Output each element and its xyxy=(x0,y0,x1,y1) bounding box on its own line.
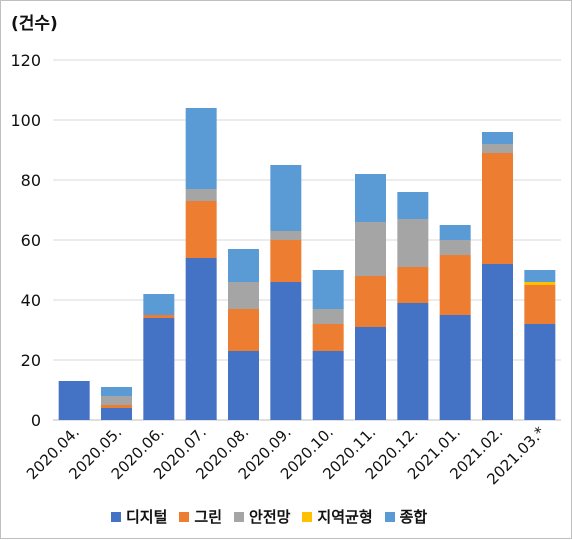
bar-segment xyxy=(228,351,259,420)
bar-segment xyxy=(143,315,175,318)
bar-segment xyxy=(143,294,175,315)
bar-segment xyxy=(524,282,556,285)
bar-segment xyxy=(355,174,386,222)
legend-swatch xyxy=(111,511,121,522)
bar-segment xyxy=(228,282,259,309)
legend-label: 지역균형 xyxy=(317,508,373,526)
bar-segment xyxy=(58,381,90,420)
y-tick-label: 20 xyxy=(21,351,41,370)
bar-segment xyxy=(101,396,132,405)
bar-segment xyxy=(312,270,344,309)
bar-segment xyxy=(185,201,217,258)
bar-segment xyxy=(228,309,259,351)
bar-segment xyxy=(143,318,175,420)
bar-segment xyxy=(101,408,132,420)
bar-segment xyxy=(270,282,302,420)
y-tick-label: 60 xyxy=(21,231,41,250)
bar-segment xyxy=(524,270,556,282)
legend-label: 디지털 xyxy=(126,508,168,526)
bar-segment xyxy=(270,231,302,240)
bar-segment xyxy=(312,324,344,351)
bar-segment xyxy=(482,153,513,264)
bar-segment xyxy=(524,324,556,420)
legend-item: 그린 xyxy=(179,506,222,527)
legend-label: 안전망 xyxy=(249,508,291,526)
bar-segment xyxy=(355,327,386,420)
y-tick-label: 120 xyxy=(10,51,41,70)
legend-item: 디지털 xyxy=(111,506,167,527)
chart-legend: 디지털 그린 안전망 지역균형 종합 xyxy=(111,506,427,527)
bar-segment xyxy=(482,144,513,153)
legend-swatch xyxy=(302,511,313,522)
y-tick-label: 80 xyxy=(21,171,41,190)
legend-item: 안전망 xyxy=(234,506,290,527)
bar-segment xyxy=(439,315,471,420)
y-tick-label: 0 xyxy=(31,411,41,430)
bar-segment xyxy=(228,249,259,282)
legend-swatch xyxy=(384,511,395,522)
bar-segment xyxy=(439,225,471,240)
bar-segment xyxy=(439,255,471,315)
bar-segment xyxy=(397,219,429,267)
bar-segment xyxy=(355,276,386,327)
bar-segment xyxy=(185,258,217,420)
bar-segment xyxy=(397,303,429,420)
legend-label: 종합 xyxy=(399,508,428,526)
bar-segment xyxy=(270,240,302,282)
bar-segment xyxy=(397,267,429,303)
bar-segment xyxy=(312,351,344,420)
bar-segment xyxy=(439,240,471,255)
legend-label: 그린 xyxy=(194,508,223,526)
bar-segment xyxy=(482,132,513,144)
y-tick-label: 100 xyxy=(10,111,41,130)
bar-segment xyxy=(101,405,132,408)
legend-item: 종합 xyxy=(384,506,428,527)
legend-swatch xyxy=(179,511,190,522)
bar-segment xyxy=(355,222,386,276)
bar-segment xyxy=(482,264,513,420)
y-axis-unit-label: (건수) xyxy=(11,14,58,34)
bar-segment xyxy=(101,387,132,396)
bar-segment xyxy=(270,165,302,231)
legend-swatch xyxy=(234,511,245,522)
bar-segment xyxy=(524,285,556,324)
bar-segment xyxy=(185,189,217,201)
bar-segment xyxy=(397,192,429,219)
bar-segment xyxy=(185,108,217,189)
legend-item: 지역균형 xyxy=(302,506,373,527)
bar-segment xyxy=(312,309,344,324)
y-tick-label: 40 xyxy=(21,291,41,310)
